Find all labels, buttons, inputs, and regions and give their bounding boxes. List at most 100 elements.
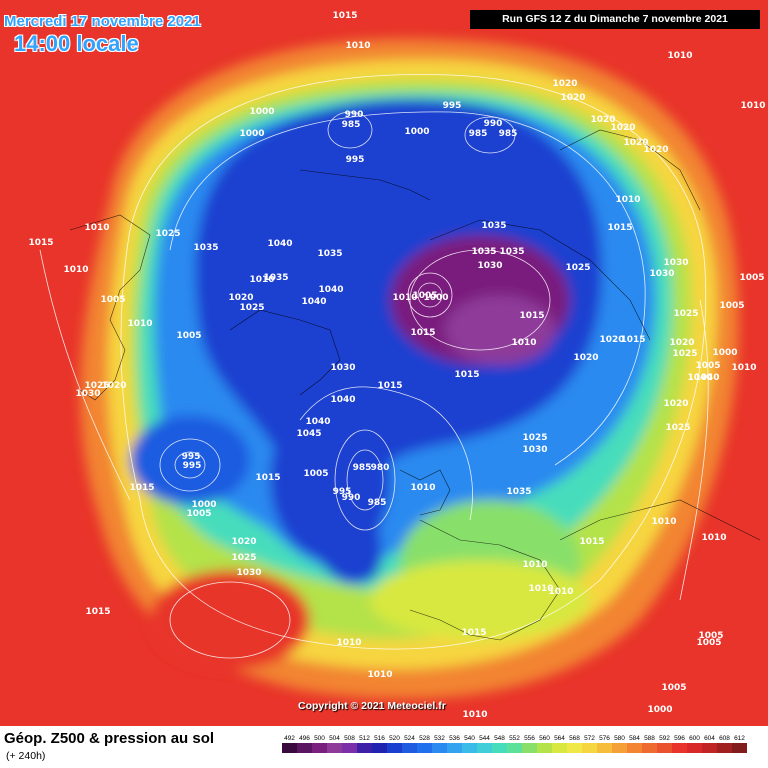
scale-tick-label: 576 [599, 735, 610, 742]
isobar-label: 995 [182, 452, 201, 462]
isobar-label: 990 [345, 110, 364, 120]
scale-swatch [567, 743, 582, 753]
isobar-label: 1020 [573, 353, 598, 363]
isobar-label: 1000 [191, 500, 216, 510]
scale-swatch [702, 743, 717, 753]
isobar-label: 1000 [423, 293, 448, 303]
isobar-label: 1015 [579, 537, 604, 547]
isobar-label: 1015 [607, 223, 632, 233]
isobar-label: 985 [342, 120, 361, 130]
scale-tick-label: 604 [704, 735, 715, 742]
scale-tick-label: 520 [389, 735, 400, 742]
isobar-label: 1005 [186, 509, 211, 519]
scale-tick-label: 568 [569, 735, 580, 742]
isobar-label: 1020 [669, 338, 694, 348]
scale-tick-label: 580 [614, 735, 625, 742]
coastlines [69, 129, 761, 641]
weather-map: 1015 1010 1010 1020 1020 1010 995 990 985 985 1000… [0, 0, 768, 726]
scale-tick-label: 508 [344, 735, 355, 742]
isobar-label: 1005 [176, 331, 201, 341]
isobar-label: 1005 [696, 638, 721, 648]
scale-swatch [522, 743, 537, 753]
scale-tick-label: 592 [659, 735, 670, 742]
scale-swatch [342, 743, 357, 753]
isobar-label: 1000 [249, 107, 274, 117]
isobar-label: 1010 [667, 51, 692, 61]
isobar-label: 1020 [663, 399, 688, 409]
isobar-label: 1025 [239, 303, 264, 313]
isobar-label: 1030 [477, 261, 502, 271]
model-run-label: Run GFS 12 Z du Dimanche 7 novembre 2021 [470, 10, 760, 29]
isobar-label: 985 [353, 463, 372, 473]
isobar-label: 1010 [84, 223, 109, 233]
isobar-label: 1025 [673, 309, 698, 319]
scale-tick-label: 608 [719, 735, 730, 742]
isobar-label: 1010 [249, 275, 274, 285]
color-scale: 492 496 500 504 508 512 516 520 524 528 532 536 540 5… [282, 735, 747, 753]
scale-swatch [507, 743, 522, 753]
isobar-label: 1035 [263, 273, 288, 283]
isobar-label: 1015 [519, 311, 544, 321]
isobar-label: 1010 [410, 483, 435, 493]
isobar-label: 1005 [719, 301, 744, 311]
isobar-label: 1015 [410, 328, 435, 338]
isobar-label: 1020 [231, 537, 256, 547]
isobar-label: 1010 [522, 560, 547, 570]
isobar-label: 1010 [462, 710, 487, 720]
isobar-label: 995 [333, 487, 352, 497]
isobar-label: 1020 [228, 293, 253, 303]
scale-swatch [432, 743, 447, 753]
scale-swatch [687, 743, 702, 753]
scale-tick-label: 524 [404, 735, 415, 742]
scale-swatch [642, 743, 657, 753]
isobar-label: 1015 [332, 11, 357, 21]
isobar-label: 990 [484, 119, 503, 129]
scale-swatch [597, 743, 612, 753]
isobar-label: 1010 [63, 265, 88, 275]
scale-swatch [402, 743, 417, 753]
isobar-label: 1030 [236, 568, 261, 578]
isobar-label: 1025 [231, 553, 256, 563]
scale-swatch [372, 743, 387, 753]
isobar-label: 1000 [647, 705, 672, 715]
isobar-label: 985 [499, 129, 518, 139]
isobar-label: 1035 [317, 249, 342, 259]
isobar-label: 1015 [620, 335, 645, 345]
scale-tick-label: 564 [554, 735, 565, 742]
scale-swatch [312, 743, 327, 753]
scale-swatch [612, 743, 627, 753]
scale-tick-label: 600 [689, 735, 700, 742]
isobar-label: 1000 [239, 129, 264, 139]
isobar-label: 1000 [404, 127, 429, 137]
forecast-date: Mercredi 17 novembre 2021 [4, 13, 201, 30]
scale-tick-label: 556 [524, 735, 535, 742]
scale-swatch [537, 743, 552, 753]
isobar-label: 995 [183, 461, 202, 471]
scale-tick-label: 536 [449, 735, 460, 742]
forecast-time: 14:00 locale [14, 31, 139, 56]
isobar-label: 1015 [377, 381, 402, 391]
scale-tick-label: 492 [284, 735, 295, 742]
scale-tick-label: 512 [359, 735, 370, 742]
scale-tick-label: 584 [629, 735, 640, 742]
isobar-label: 1005 [303, 469, 328, 479]
isobar-label: 1010 [740, 101, 765, 111]
isobar-label: 1025 [565, 263, 590, 273]
isobar-label: 1045 [296, 429, 321, 439]
scale-tick-label: 516 [374, 735, 385, 742]
isobar-label: 1020 [599, 335, 624, 345]
isobar-label: 1035 [481, 221, 506, 231]
scale-tick-label: 500 [314, 735, 325, 742]
isobar-label: 1010 [392, 293, 417, 303]
isobar-label: 1020 [610, 123, 635, 133]
isobar-label: 1020 [560, 93, 585, 103]
isobar-label: 1010 [615, 195, 640, 205]
isobar-label: 1005 [695, 361, 720, 371]
map-canvas: 1015101010101020102010109959909859851000… [28, 11, 766, 720]
isobar-label: 980 [371, 463, 390, 473]
scale-tick-label: 588 [644, 735, 655, 742]
isobar-label: 1005 [412, 291, 437, 301]
isobar-label: 1025 [665, 423, 690, 433]
scale-swatch [327, 743, 342, 753]
isobar-label: 1035 [506, 487, 531, 497]
